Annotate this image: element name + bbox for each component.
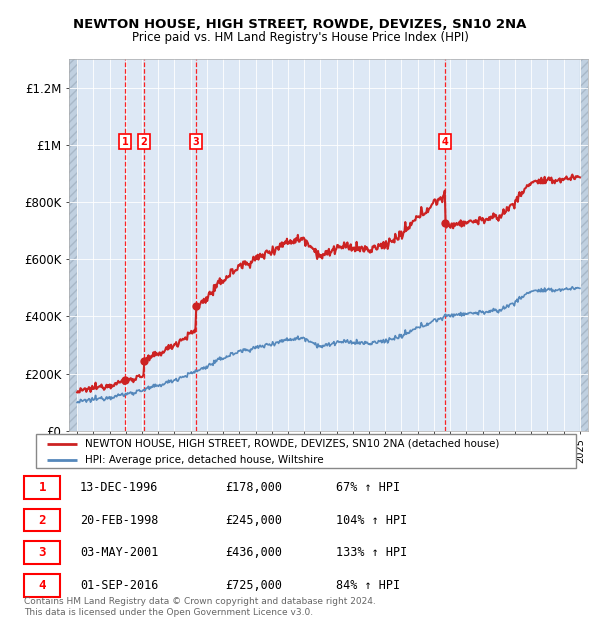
- Bar: [24, 476, 60, 499]
- Text: NEWTON HOUSE, HIGH STREET, ROWDE, DEVIZES, SN10 2NA (detached house): NEWTON HOUSE, HIGH STREET, ROWDE, DEVIZE…: [85, 438, 499, 448]
- Text: HPI: Average price, detached house, Wiltshire: HPI: Average price, detached house, Wilt…: [85, 454, 323, 464]
- Bar: [69, 59, 77, 431]
- Bar: [24, 508, 60, 531]
- Text: 2: 2: [38, 513, 46, 526]
- Text: £178,000: £178,000: [225, 481, 282, 494]
- Text: Contains HM Land Registry data © Crown copyright and database right 2024.
This d: Contains HM Land Registry data © Crown c…: [24, 598, 376, 617]
- Text: 4: 4: [442, 137, 448, 147]
- Bar: [580, 59, 588, 431]
- Text: 1: 1: [38, 481, 46, 494]
- Text: 1: 1: [122, 137, 128, 147]
- Text: 4: 4: [38, 578, 46, 591]
- Text: £436,000: £436,000: [225, 546, 282, 559]
- Text: £245,000: £245,000: [225, 513, 282, 526]
- Text: 2: 2: [141, 137, 148, 147]
- Text: 3: 3: [38, 546, 46, 559]
- Text: 133% ↑ HPI: 133% ↑ HPI: [337, 546, 408, 559]
- Bar: [580, 59, 588, 431]
- Text: 20-FEB-1998: 20-FEB-1998: [80, 513, 158, 526]
- Text: NEWTON HOUSE, HIGH STREET, ROWDE, DEVIZES, SN10 2NA: NEWTON HOUSE, HIGH STREET, ROWDE, DEVIZE…: [73, 19, 527, 31]
- Bar: [24, 574, 60, 596]
- Text: 03-MAY-2001: 03-MAY-2001: [80, 546, 158, 559]
- Text: 01-SEP-2016: 01-SEP-2016: [80, 578, 158, 591]
- Text: 67% ↑ HPI: 67% ↑ HPI: [337, 481, 401, 494]
- Text: £725,000: £725,000: [225, 578, 282, 591]
- Bar: [69, 59, 77, 431]
- Text: 13-DEC-1996: 13-DEC-1996: [80, 481, 158, 494]
- Text: 104% ↑ HPI: 104% ↑ HPI: [337, 513, 408, 526]
- Text: 84% ↑ HPI: 84% ↑ HPI: [337, 578, 401, 591]
- Bar: [24, 541, 60, 564]
- Text: 3: 3: [193, 137, 200, 147]
- Text: Price paid vs. HM Land Registry's House Price Index (HPI): Price paid vs. HM Land Registry's House …: [131, 31, 469, 43]
